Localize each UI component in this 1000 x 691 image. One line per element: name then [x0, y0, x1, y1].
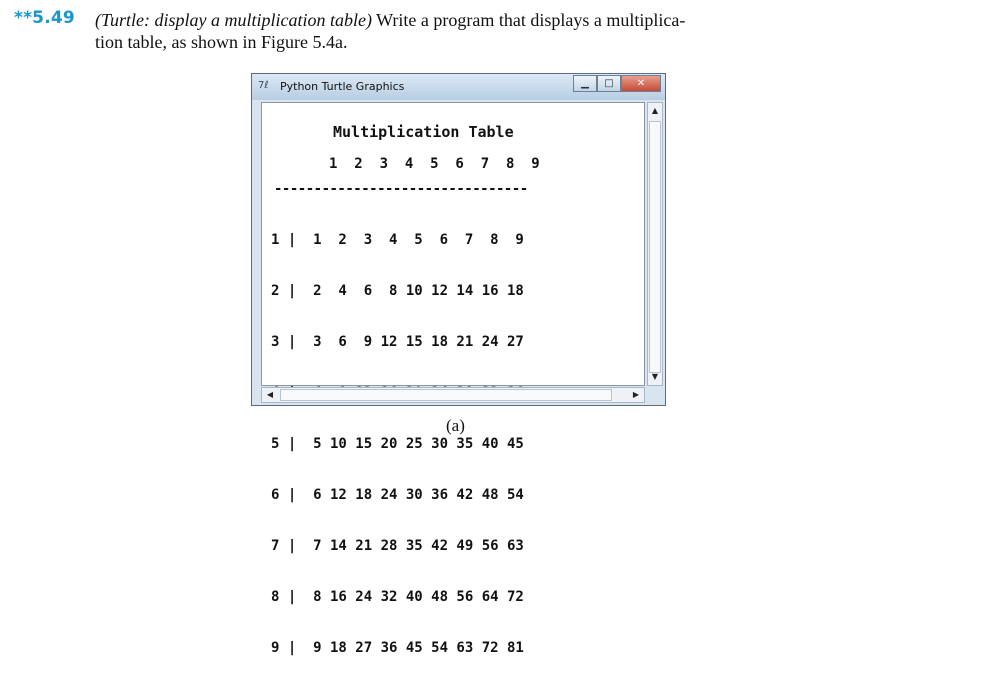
maximize-button[interactable]: □	[597, 75, 621, 92]
table-header: 1 2 3 4 5 6 7 8 9	[329, 156, 540, 172]
table-title: Multiplication Table	[333, 123, 514, 141]
table-row: 9 | 9 18 27 36 45 54 63 72 81	[271, 640, 524, 656]
scrollbar-corner	[647, 387, 663, 403]
horizontal-scrollbar[interactable]: ◀ ▶	[261, 387, 645, 403]
exercise-title: (Turtle: display a multiplication table)	[95, 10, 372, 30]
window-title: Python Turtle Graphics	[280, 80, 405, 93]
table-row: 1 | 1 2 3 4 5 6 7 8 9	[271, 232, 524, 248]
exercise-text: (Turtle: display a multiplication table)…	[95, 9, 815, 53]
window-controls: ▁ □ ✕	[573, 75, 661, 92]
table-row: 2 | 2 4 6 8 10 12 14 16 18	[271, 283, 524, 299]
table-row: 6 | 6 12 18 24 30 36 42 48 54	[271, 487, 524, 503]
figure-caption: (a)	[446, 416, 465, 435]
table-divider: --------------------------------	[274, 181, 528, 197]
exercise-text-line2: tion table, as shown in Figure 5.4a.	[95, 32, 348, 52]
minimize-button[interactable]: ▁	[573, 75, 597, 92]
vertical-scroll-thumb[interactable]	[649, 121, 661, 373]
exercise-number: **5.49	[14, 8, 75, 28]
close-button[interactable]: ✕	[621, 75, 661, 92]
table-row: 7 | 7 14 21 28 35 42 49 56 63	[271, 538, 524, 554]
scroll-left-icon[interactable]: ◀	[266, 390, 274, 399]
table-row: 5 | 5 10 15 20 25 30 35 40 45	[271, 436, 524, 452]
table-row: 3 | 3 6 9 12 15 18 21 24 27	[271, 334, 524, 350]
exercise-text-line1: Write a program that displays a multipli…	[371, 10, 686, 30]
table-rows: 1 | 1 2 3 4 5 6 7 8 9 2 | 2 4 6 8 10 12 …	[271, 198, 524, 691]
horizontal-scroll-thumb[interactable]	[280, 389, 612, 401]
turtle-window: 7ℓ Python Turtle Graphics ▁ □ ✕ Multipli…	[251, 73, 666, 656]
vertical-scrollbar[interactable]: ▲ ▼	[647, 102, 663, 386]
turtle-canvas: Multiplication Table 1 2 3 4 5 6 7 8 9 -…	[261, 102, 645, 656]
window-titlebar[interactable]: 7ℓ Python Turtle Graphics ▁ □ ✕	[252, 74, 665, 100]
table-row: 8 | 8 16 24 32 40 48 56 64 72	[271, 589, 524, 605]
scroll-down-icon[interactable]: ▼	[651, 372, 659, 381]
python-icon: 7ℓ	[258, 80, 269, 91]
scroll-up-icon[interactable]: ▲	[651, 106, 659, 115]
scroll-right-icon[interactable]: ▶	[632, 390, 640, 399]
